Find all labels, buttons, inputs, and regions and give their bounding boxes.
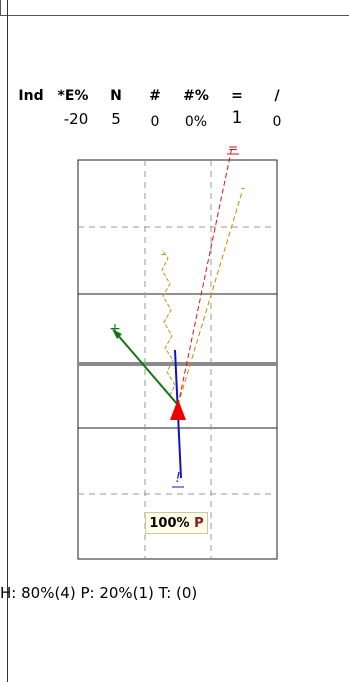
board-frame xyxy=(77,159,278,560)
value-hash: 0 xyxy=(150,114,160,130)
header-n: N xyxy=(110,88,122,104)
orange-dashed-arrow xyxy=(177,191,243,406)
frame-left-rule xyxy=(7,0,8,682)
header-ind: Ind xyxy=(18,88,44,104)
green-arrow-label: + xyxy=(109,321,121,337)
value-hash-pct: 0% xyxy=(184,114,208,130)
red-arrow-label: = xyxy=(228,141,238,155)
green-arrow-head xyxy=(112,329,122,339)
value-slash: 0 xyxy=(272,114,282,130)
header-hash: # xyxy=(149,88,161,104)
tooltip-pct: 100% xyxy=(149,516,190,531)
red-dashed-arrow xyxy=(177,146,233,406)
header-hash-pct: #% xyxy=(183,88,209,104)
header-slash: / xyxy=(274,88,280,104)
origin-triangle-icon xyxy=(170,399,186,420)
value-e-pct: -20 xyxy=(63,110,89,128)
footer-summary: H: 80%(4) P: 20%(1) T: (0) xyxy=(0,584,198,602)
header-e-pct: *E% xyxy=(57,88,89,104)
tan-arrow-label: - xyxy=(161,247,165,261)
tooltip-letter: P xyxy=(194,516,204,531)
frame-top-rule xyxy=(0,15,349,16)
value-n: 5 xyxy=(111,110,121,128)
green-arrow xyxy=(115,332,179,406)
orange-arrow-label: - xyxy=(241,181,245,195)
blue-arrow-label: ! xyxy=(175,471,180,486)
frame-top-left-rule xyxy=(0,0,1,16)
header-eq: = xyxy=(231,88,243,104)
tooltip-box: 100% P xyxy=(145,512,208,534)
value-eq: 1 xyxy=(231,108,243,128)
tan-zigzag-arrow xyxy=(161,249,179,406)
